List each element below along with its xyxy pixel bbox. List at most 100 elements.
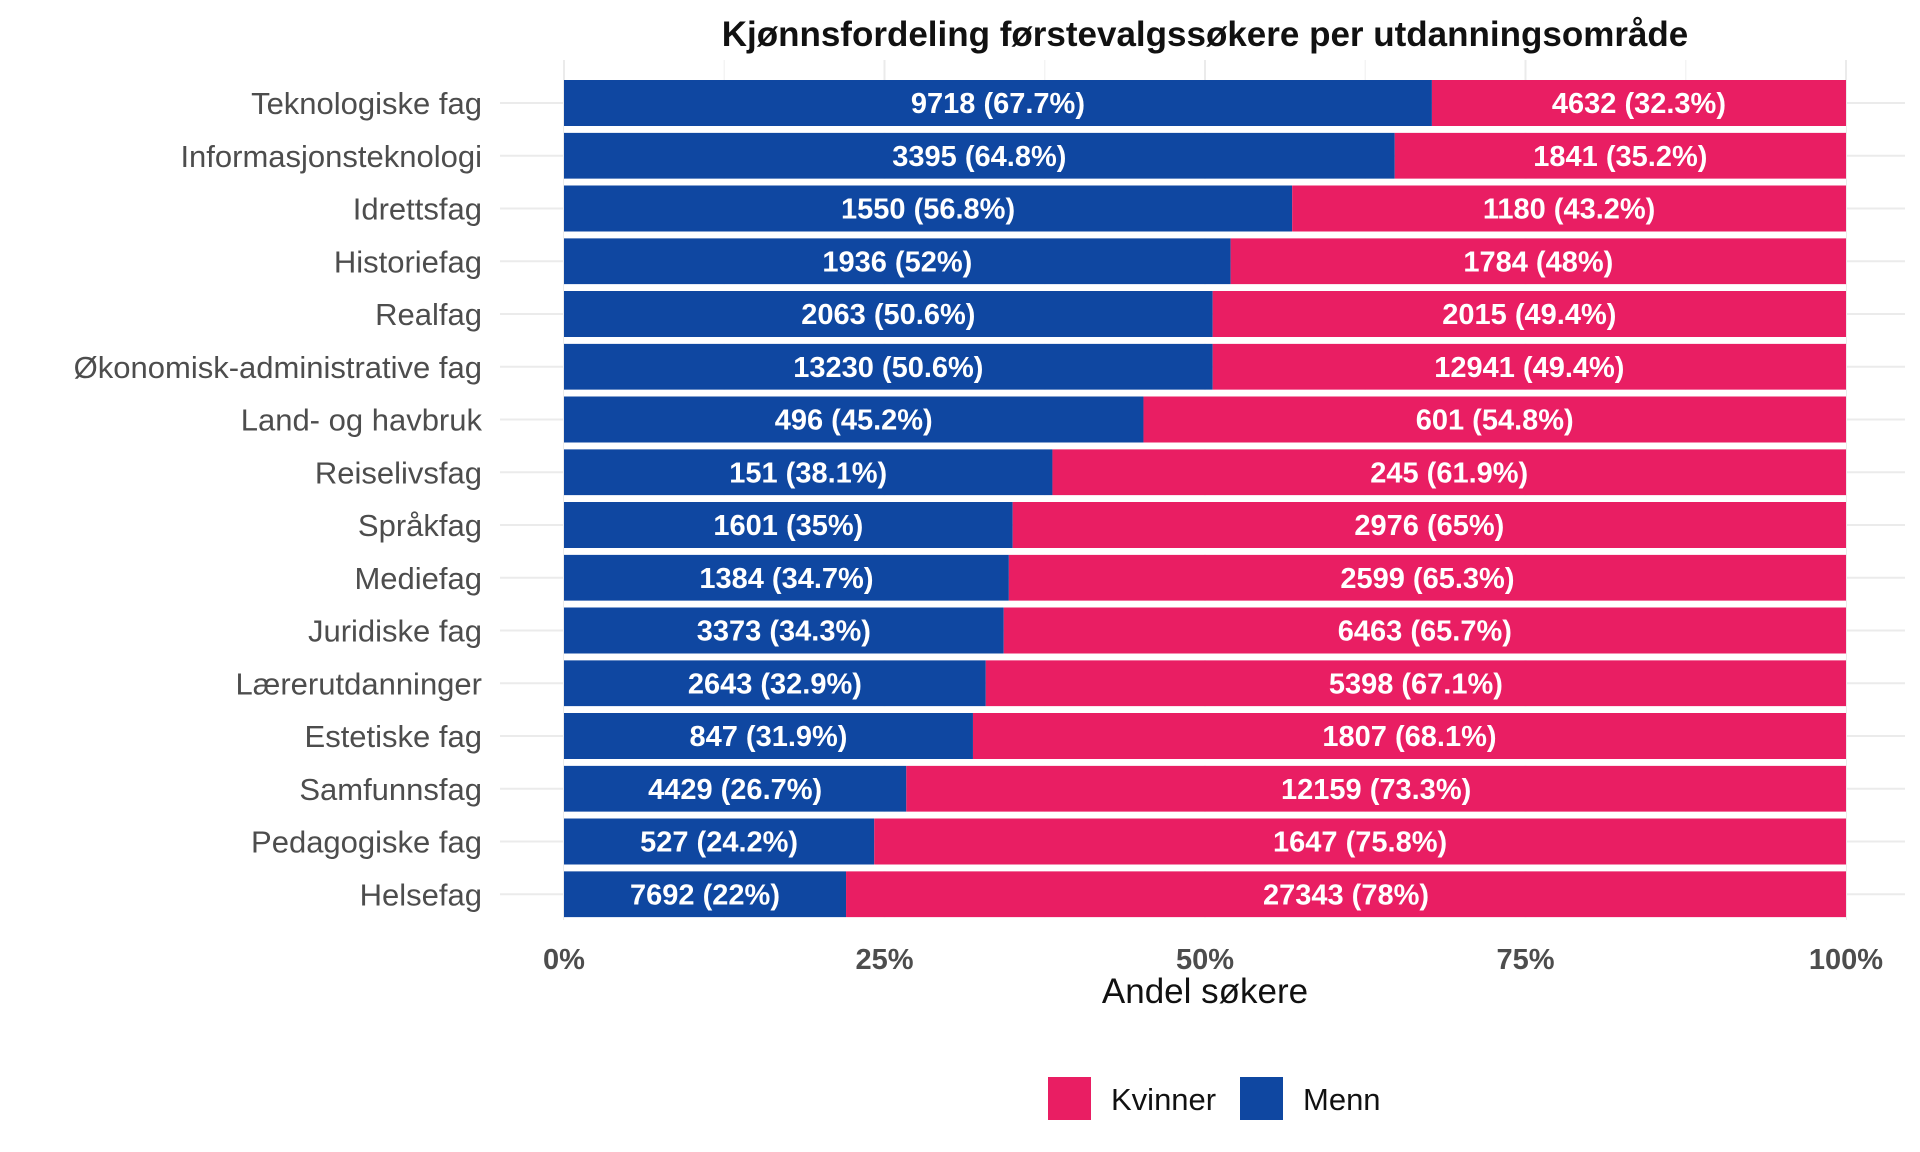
bar-gap xyxy=(564,917,1846,924)
bar-menn xyxy=(564,132,1395,179)
category-label: Reiselivsfag xyxy=(315,455,482,490)
bar-menn xyxy=(564,607,1004,654)
bar-kvinner xyxy=(1431,80,1846,126)
category-label: Økonomisk-administrative fag xyxy=(74,350,482,385)
bar-gap xyxy=(564,600,1846,608)
bar-label-kvinner: 2015 (49.4%) xyxy=(1442,299,1616,331)
chart-title: Kjønnsfordeling førstevalgssøkere per ut… xyxy=(722,15,1689,54)
bar-gap xyxy=(564,337,1846,344)
bar-menn xyxy=(564,554,1009,601)
x-tick-label: 100% xyxy=(1809,944,1883,976)
bar-label-menn: 1384 (34.7%) xyxy=(699,563,873,595)
category-label: Språkfag xyxy=(358,508,482,543)
bar-gap xyxy=(564,548,1846,555)
category-label: Historiefag xyxy=(334,244,482,279)
bar-label-kvinner: 12941 (49.4%) xyxy=(1434,352,1624,384)
bar-gap xyxy=(564,126,1846,133)
bar-menn xyxy=(564,765,907,812)
bar-kvinner xyxy=(1212,343,1846,390)
bar-kvinner xyxy=(1394,132,1846,179)
x-axis-ticks: 0% 25% 50% 75% 100% xyxy=(543,944,1883,976)
bar-label-kvinner: 601 (54.8%) xyxy=(1416,405,1574,437)
bar-menn xyxy=(564,343,1213,390)
bar-label-kvinner: 1784 (48%) xyxy=(1463,246,1613,278)
bar-kvinner xyxy=(1052,449,1846,496)
bar-label-menn: 496 (45.2%) xyxy=(775,405,933,437)
bar-gap xyxy=(564,178,1846,186)
bar-menn xyxy=(564,713,973,759)
bar-label-menn: 13230 (50.6%) xyxy=(793,352,983,384)
bar-menn xyxy=(564,291,1213,337)
bar-menn xyxy=(564,449,1053,496)
bar-label-menn: 1550 (56.8%) xyxy=(841,194,1015,226)
bar-kvinner xyxy=(1212,291,1846,337)
bar-menn xyxy=(564,660,986,707)
bar-gap xyxy=(564,442,1846,450)
bar-label-kvinner: 2599 (65.3%) xyxy=(1340,563,1514,595)
bar-menn xyxy=(564,502,1013,548)
bar-label-kvinner: 245 (61.9%) xyxy=(1370,457,1528,489)
bar-label-kvinner: 6463 (65.7%) xyxy=(1338,616,1512,648)
legend-label-menn: Menn xyxy=(1303,1082,1381,1117)
bar-kvinner xyxy=(1012,502,1846,548)
bar-label-menn: 2643 (32.9%) xyxy=(688,668,862,700)
bar-menn xyxy=(564,185,1293,232)
category-label: Informasjonsteknologi xyxy=(180,139,482,174)
bar-label-kvinner: 5398 (67.1%) xyxy=(1329,668,1503,700)
bar-label-menn: 527 (24.2%) xyxy=(640,827,798,859)
legend-key-menn xyxy=(1240,1077,1283,1120)
bar-gap xyxy=(564,495,1846,502)
bar-label-menn: 7692 (22%) xyxy=(630,879,780,911)
legend-label-kvinner: Kvinner xyxy=(1111,1082,1216,1117)
category-label: Samfunnsfag xyxy=(299,772,482,807)
legend: Kvinner Menn xyxy=(1048,1077,1381,1120)
category-labels: Teknologiske fag Informasjonsteknologi Idr… xyxy=(74,86,483,912)
bar-label-kvinner: 12159 (73.3%) xyxy=(1281,774,1471,806)
bars: 9718 (67.7%) 4632 (32.3%) 3395 (64.8%) 1841… xyxy=(564,80,1846,924)
bar-kvinner xyxy=(972,713,1846,759)
legend-key-kvinner xyxy=(1048,1077,1091,1120)
bar-label-kvinner: 2976 (65%) xyxy=(1354,510,1504,542)
bar-label-kvinner: 1807 (68.1%) xyxy=(1322,721,1496,753)
x-tick-label: 75% xyxy=(1496,944,1554,976)
category-label: Idrettsfag xyxy=(353,192,482,227)
bar-label-kvinner: 1841 (35.2%) xyxy=(1533,141,1707,173)
bar-label-menn: 847 (31.9%) xyxy=(689,721,847,753)
bar-kvinner xyxy=(1008,554,1846,601)
bar-gap xyxy=(564,864,1846,872)
bar-gap xyxy=(564,231,1846,239)
bar-label-menn: 2063 (50.6%) xyxy=(801,299,975,331)
category-label: Pedagogiske fag xyxy=(251,825,482,860)
category-label: Helsefag xyxy=(360,877,482,912)
bar-label-menn: 151 (38.1%) xyxy=(729,457,887,489)
bar-label-kvinner: 27343 (78%) xyxy=(1263,879,1429,911)
x-tick-label: 25% xyxy=(855,944,913,976)
category-label: Realfag xyxy=(375,297,482,332)
bar-label-kvinner: 4632 (32.3%) xyxy=(1552,88,1726,120)
category-label: Lærerutdanninger xyxy=(236,666,482,701)
bar-kvinner xyxy=(1143,396,1846,443)
bar-label-menn: 1601 (35%) xyxy=(713,510,863,542)
x-axis-title: Andel søkere xyxy=(1102,972,1308,1011)
bar-menn xyxy=(564,238,1231,285)
category-label: Estetiske fag xyxy=(305,719,482,754)
category-label: Juridiske fag xyxy=(308,614,482,649)
bar-label-menn: 1936 (52%) xyxy=(822,246,972,278)
bar-menn xyxy=(564,818,875,865)
bar-label-menn: 3373 (34.3%) xyxy=(697,616,871,648)
bar-gap xyxy=(564,811,1846,819)
bar-kvinner xyxy=(985,660,1846,707)
x-tick-label: 0% xyxy=(543,944,585,976)
category-label: Land- og havbruk xyxy=(241,403,483,438)
bar-menn xyxy=(564,80,1432,126)
bar-label-menn: 3395 (64.8%) xyxy=(892,141,1066,173)
bar-gap xyxy=(564,706,1846,713)
bar-gap xyxy=(564,759,1846,766)
bar-gap xyxy=(564,389,1846,397)
bar-menn xyxy=(564,871,847,918)
bar-gap xyxy=(564,284,1846,291)
bar-label-menn: 9718 (67.7%) xyxy=(911,88,1085,120)
x-tick-label: 50% xyxy=(1176,944,1234,976)
bar-menn xyxy=(564,396,1144,443)
